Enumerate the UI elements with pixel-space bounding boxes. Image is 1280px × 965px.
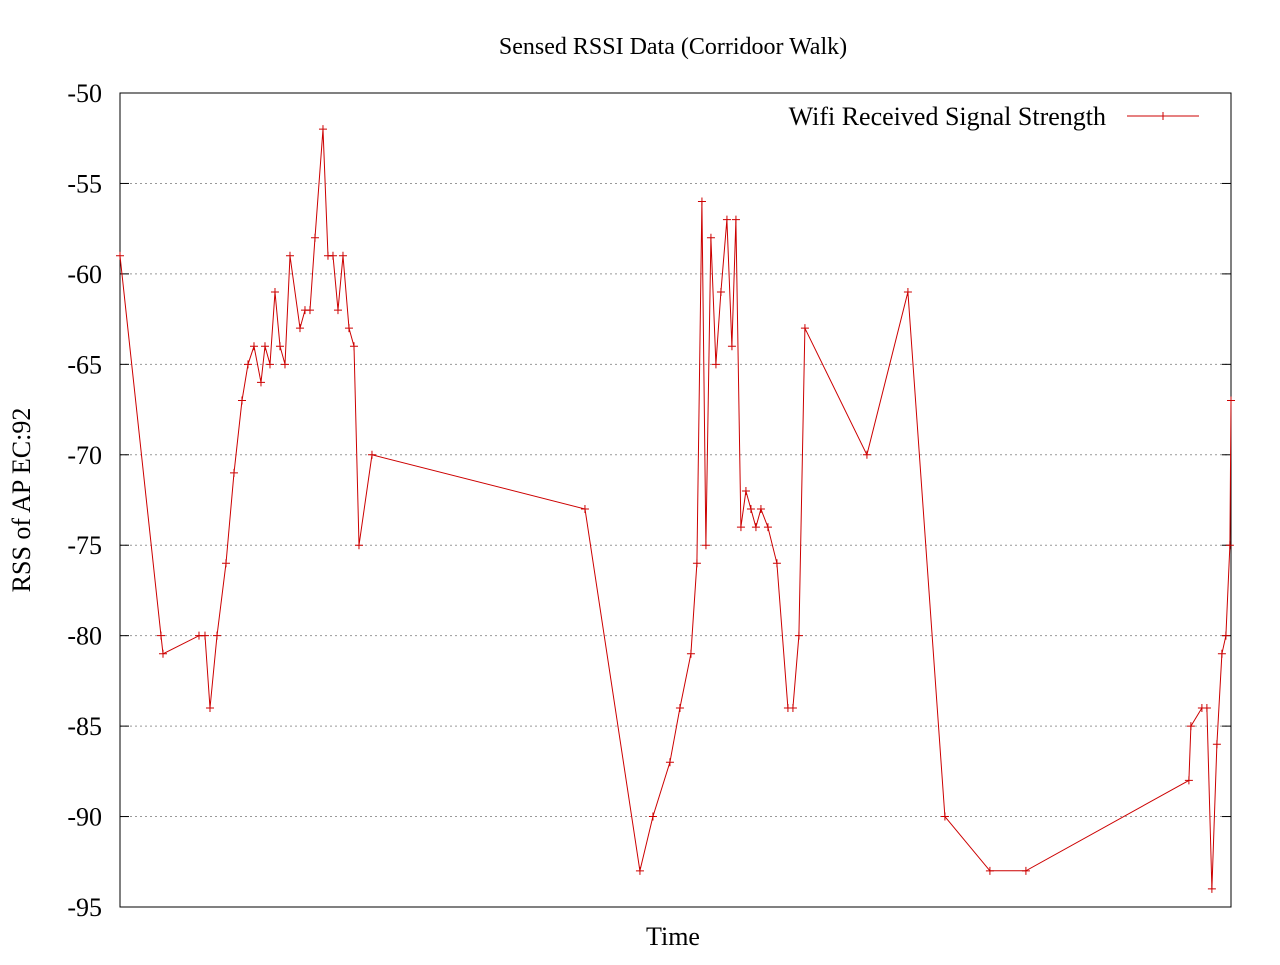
data-point-marker [736,523,745,532]
y-tick-label: -90 [67,803,102,832]
y-axis-ticks: -50 -55 -60 -65 -70 -75 -80 -85 -90 -95 [67,79,1231,922]
data-point-marker [275,342,284,351]
data-point-marker [727,342,736,351]
data-point-marker [580,505,589,514]
data-point-marker [1227,396,1235,405]
data-series [116,125,1235,893]
data-point-marker [1207,884,1216,893]
y-tick-label: -60 [67,260,102,289]
data-point-marker [1186,722,1195,731]
data-point-marker [265,360,274,369]
y-axis-label: RSS of AP EC:92 [7,408,36,593]
series-line [119,129,1232,889]
data-point-marker [243,360,252,369]
data-point-marker [756,505,765,514]
data-point-marker [763,523,772,532]
data-point-marker [256,378,265,387]
legend: Wifi Received Signal Strength [789,102,1199,131]
data-point-marker [722,215,731,224]
data-point-marker [260,342,269,351]
x-axis-label: Time [646,922,700,951]
data-point-marker [344,324,353,333]
y-tick-label: -75 [67,531,102,560]
data-point-marker [367,450,376,459]
data-point-marker [741,486,750,495]
data-point-marker [794,631,803,640]
data-point-marker [305,306,314,315]
data-point-marker [665,758,674,767]
data-point-marker [675,704,684,713]
data-point-marker [328,251,337,260]
data-point-marker [686,649,695,658]
data-point-marker [711,360,720,369]
data-point-marker [158,649,167,658]
data-point-marker [1212,740,1221,749]
y-tick-label: -80 [67,622,102,651]
y-tick-label: -70 [67,441,102,470]
data-point-marker [788,704,797,713]
data-point-marker [285,251,294,260]
data-point-marker [354,541,363,550]
data-point-marker [731,215,740,224]
data-point-marker [1184,776,1193,785]
data-point-marker [716,287,725,296]
data-point-marker [635,866,644,875]
chart-title: Sensed RSSI Data (Corridoor Walk) [499,34,847,60]
legend-marker [1159,112,1167,120]
data-point-marker [706,233,715,242]
data-point-marker [116,251,124,260]
data-point-marker [751,523,760,532]
data-point-marker [338,251,347,260]
y-tick-label: -50 [67,79,102,108]
data-point-marker [1217,649,1226,658]
y-tick-label: -95 [67,893,102,922]
data-point-marker [280,360,289,369]
data-point-marker [237,396,246,405]
data-point-marker [295,324,304,333]
data-point-marker [270,287,279,296]
plot-area-frame [119,92,1232,908]
data-point-marker [692,559,701,568]
y-tick-label: -65 [67,350,102,379]
data-point-marker [1202,704,1211,713]
data-point-marker [648,812,657,821]
data-point-marker [349,342,358,351]
data-point-marker [212,631,221,640]
data-point-marker [333,306,342,315]
data-point-marker [985,866,994,875]
data-point-marker [221,559,230,568]
y-tick-label: -55 [67,169,102,198]
data-point-marker [318,125,327,134]
data-point-marker [862,450,871,459]
data-point-marker [1225,541,1234,550]
data-point-marker [310,233,319,242]
data-point-marker [940,812,949,821]
y-tick-label: -85 [67,712,102,741]
data-point-marker [1021,866,1030,875]
legend-label: Wifi Received Signal Strength [789,102,1106,131]
data-point-marker [800,324,809,333]
data-point-marker [903,287,912,296]
data-point-marker [697,197,706,206]
data-point-marker [200,631,209,640]
gridlines [120,182,1231,818]
data-point-marker [746,505,755,514]
data-point-marker [1221,631,1230,640]
data-point-marker [249,342,258,351]
data-point-marker [205,704,214,713]
data-point-marker [701,541,710,550]
data-point-marker [156,631,165,640]
data-point-marker [229,468,238,477]
data-point-marker [772,559,781,568]
